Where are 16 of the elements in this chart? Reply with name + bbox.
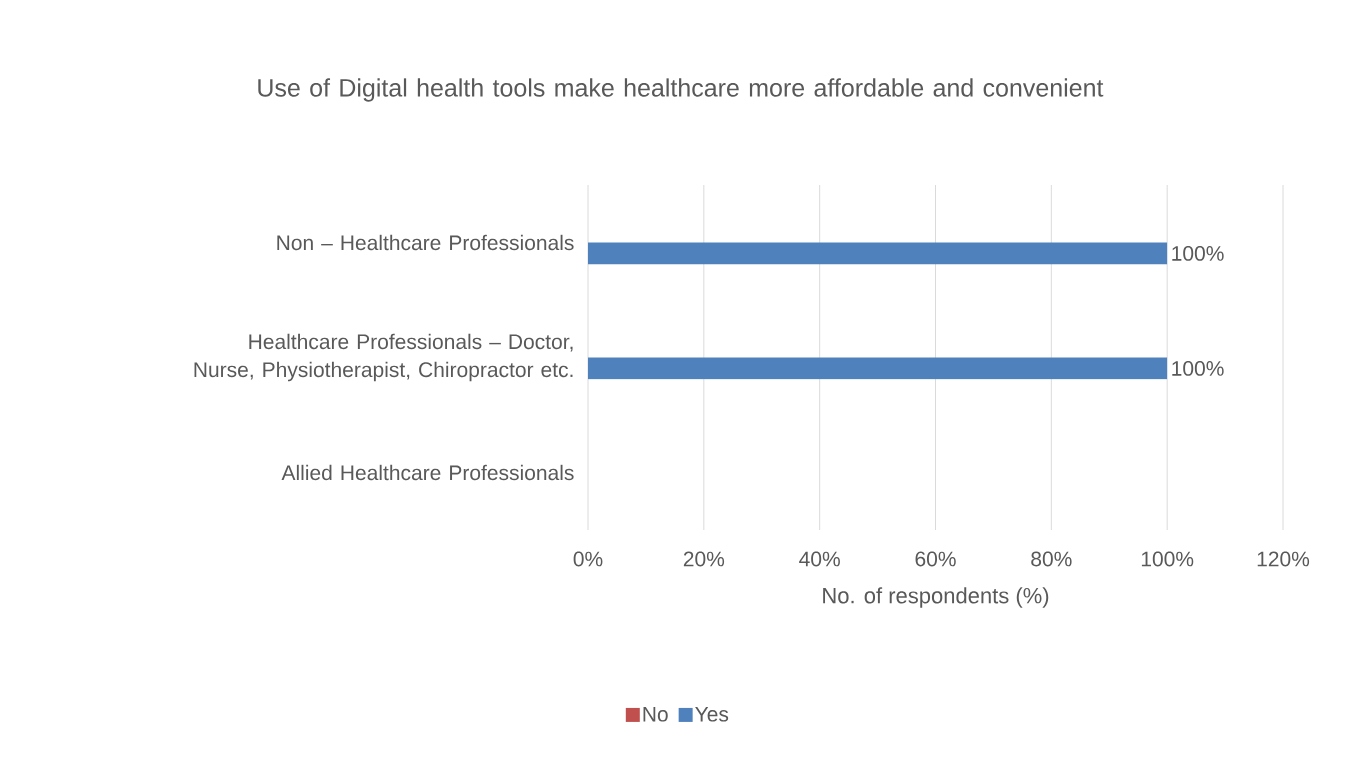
x-tick-label: 120% — [1257, 551, 1310, 567]
x-tick-label: 40% — [799, 551, 840, 567]
x-tick-label: 0% — [573, 551, 603, 567]
legend-label: No — [643, 706, 668, 722]
x-tick-label: 60% — [915, 551, 956, 567]
data-label: 100% — [1172, 245, 1224, 261]
x-axis-title: No. of respondents (%) — [823, 587, 1049, 608]
data-label: 100% — [1172, 360, 1224, 376]
x-tick-label: 100% — [1141, 551, 1194, 567]
legend-label: Yes — [695, 706, 729, 722]
x-tick-label: 20% — [683, 551, 725, 567]
y-tick-label: Allied Healthcare Professionals — [281, 464, 574, 481]
y-tick-label: Healthcare Professionals – Doctor, Nurse, Physiotherapist, Chiropractor etc. — [194, 333, 573, 382]
y-tick-label: Non – Healthcare Professionals — [277, 234, 574, 251]
x-tick-label: 80% — [1031, 551, 1072, 567]
chart-title: Use of Digital health tools make healthcare more affordable and convenient — [258, 78, 1104, 102]
